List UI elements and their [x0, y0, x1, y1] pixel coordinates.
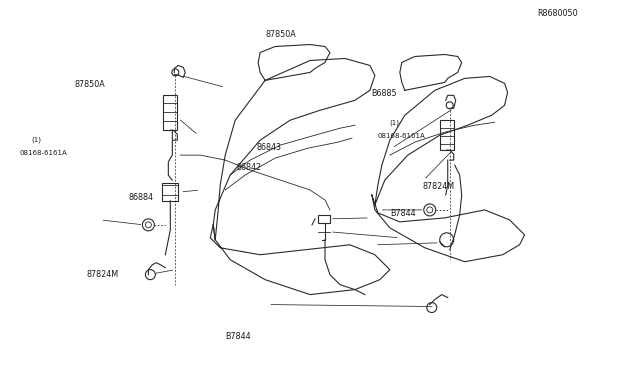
- Text: 86843: 86843: [256, 142, 281, 151]
- Text: 86842: 86842: [237, 163, 262, 172]
- Text: (1): (1): [389, 120, 399, 126]
- Text: 08168-6161A: 08168-6161A: [20, 150, 68, 155]
- Text: 87850A: 87850A: [266, 29, 296, 39]
- Text: B7844: B7844: [390, 209, 416, 218]
- Text: 08168-6161A: 08168-6161A: [378, 133, 425, 139]
- Text: R8680050: R8680050: [537, 9, 578, 18]
- Text: 87824M: 87824M: [422, 182, 454, 190]
- Text: (1): (1): [31, 137, 42, 143]
- Text: B7844: B7844: [225, 331, 251, 341]
- Text: 86884: 86884: [129, 193, 154, 202]
- Text: B6885: B6885: [371, 89, 397, 98]
- Text: 87824M: 87824M: [87, 270, 119, 279]
- Text: 87850A: 87850A: [74, 80, 105, 89]
